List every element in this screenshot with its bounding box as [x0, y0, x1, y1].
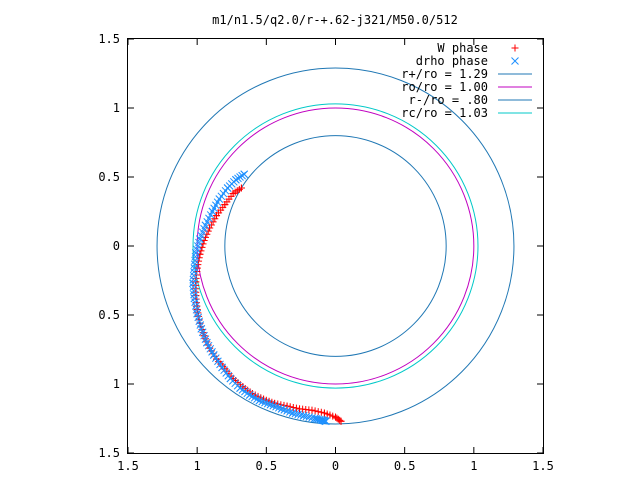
- plot-frame: [127, 38, 544, 454]
- w-phase-point-fill: [209, 218, 217, 226]
- x-tick-label: 1.5: [117, 459, 139, 473]
- y-tick-label: 1: [113, 101, 120, 115]
- plot-area: [156, 67, 515, 426]
- drho-phase-point-fill: [263, 399, 272, 408]
- y-tick-label: 1: [113, 377, 120, 391]
- legend-label: ro/ro = 1.00: [401, 80, 488, 94]
- w-phase-point-fill: [314, 408, 322, 416]
- legend-label: drho phase: [416, 54, 488, 68]
- w-phase-point-fill: [289, 403, 297, 411]
- w-phase-point-fill: [213, 212, 221, 220]
- y-tick-label: 1.5: [98, 446, 120, 460]
- w-phase-point-fill: [292, 404, 300, 412]
- legend-label: rc/ro = 1.03: [401, 106, 488, 120]
- drho-phase-point-fill: [250, 393, 259, 402]
- w-phase-point-fill: [195, 316, 203, 324]
- w-phase-point-fill: [336, 416, 344, 424]
- circle-series: [196, 107, 475, 385]
- drho-phase-point-fill: [261, 398, 269, 407]
- w-phase-point-fill: [206, 224, 214, 232]
- x-tick-label: 0.5: [394, 459, 416, 473]
- y-tick-label: 0.5: [98, 170, 120, 184]
- w-phase-point-fill: [308, 406, 316, 414]
- y-tick-label: 1.5: [98, 32, 120, 46]
- drho-phase-point-fill: [321, 417, 330, 426]
- drho-phase-point-fill: [269, 401, 278, 410]
- w-phase-point-fill: [317, 408, 325, 416]
- drho-phase-point-fill: [285, 408, 294, 416]
- x-tick-label: 1: [194, 459, 201, 473]
- drho-phase-point-fill: [274, 403, 283, 412]
- legend-label: W phase: [437, 41, 488, 55]
- legend-label: r+/ro = 1.29: [401, 67, 488, 81]
- drho-phase-point-fill: [255, 396, 264, 405]
- drho-phase-point-fill: [283, 407, 291, 415]
- drho-phase-point-fill: [277, 404, 286, 413]
- drho-phase-point-fill: [272, 402, 280, 411]
- y-tick-label: 0.5: [98, 308, 120, 322]
- x-tick-label: 0.5: [255, 459, 277, 473]
- x-tick-label: 1: [470, 459, 477, 473]
- w-phase-point-fill: [311, 407, 319, 415]
- circle-series: [224, 135, 447, 357]
- w-phase-point-fill: [207, 221, 215, 229]
- legend-label: r-/ro = .80: [409, 93, 488, 107]
- drho-phase-point-fill: [280, 406, 289, 414]
- x-tick-label: 1.5: [532, 459, 554, 473]
- legend-marker: [511, 57, 519, 65]
- drho-phase-point-fill: [258, 397, 267, 406]
- drho-phase-point-fill: [245, 391, 254, 399]
- circle-series: [156, 67, 515, 425]
- legend-marker: [511, 44, 519, 52]
- axes: 1.5 1 0.5 0 0.5 1 1.51.510.500.511.5: [98, 32, 554, 473]
- drho-phase-point-fill: [248, 392, 257, 401]
- y-tick-label: 0: [113, 239, 120, 253]
- w-phase-point-fill: [337, 417, 345, 425]
- w-phase-point-fill: [211, 215, 219, 223]
- x-tick-label: 0: [332, 459, 339, 473]
- circle-series: [192, 103, 479, 389]
- drho-phase-point-fill: [308, 413, 316, 422]
- chart-title: m1/n1.5/q2.0/r-+.62-j321/M50.0/512: [212, 13, 458, 27]
- drho-phase-point-fill: [266, 400, 275, 409]
- drho-phase-point-fill: [253, 395, 261, 404]
